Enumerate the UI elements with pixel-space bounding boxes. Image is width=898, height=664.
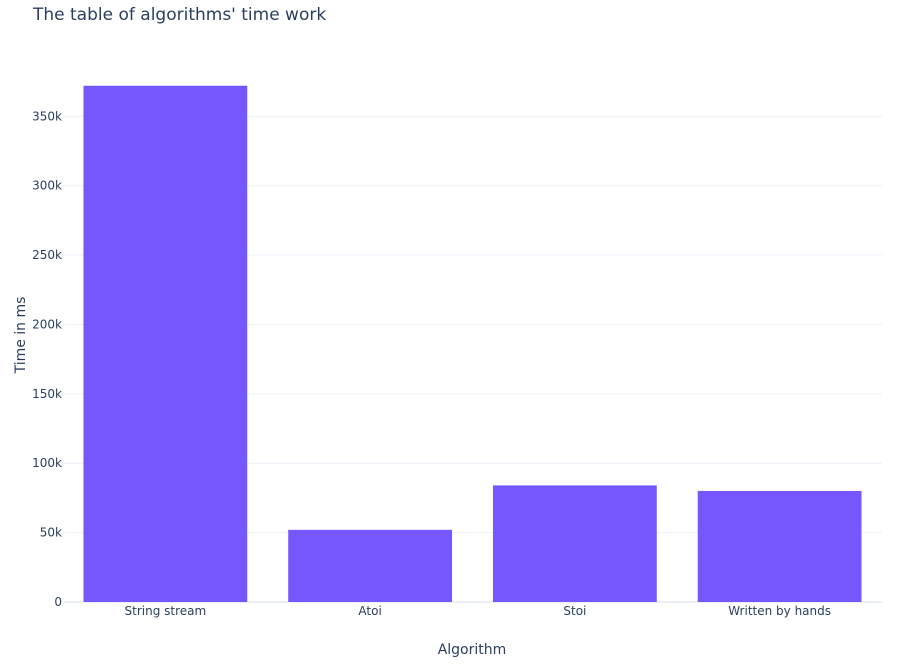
x-tick-label: Stoi [563, 604, 586, 618]
y-axis-title: Time in ms [13, 297, 29, 375]
y-tick-label: 50k [40, 526, 62, 540]
y-tick-label: 100k [32, 456, 62, 470]
bar[interactable] [697, 490, 862, 602]
x-axis-title: Algorithm [438, 642, 507, 658]
bar[interactable] [492, 485, 657, 602]
x-tick-label: Atoi [358, 604, 381, 618]
y-axis-ticks: 0 50k 100k 150k 200k 250k 300k 350k [32, 109, 62, 609]
bar[interactable] [83, 85, 248, 602]
y-tick-label: 350k [32, 109, 62, 123]
x-tick-label: String stream [125, 604, 207, 618]
chart-title: The table of algorithms' time work [32, 5, 326, 25]
bars [83, 85, 862, 602]
y-tick-label: 200k [32, 317, 62, 331]
bar[interactable] [288, 529, 453, 602]
y-tick-label: 250k [32, 248, 62, 262]
y-tick-label: 0 [54, 595, 62, 609]
y-tick-label: 150k [32, 387, 62, 401]
y-tick-label: 300k [32, 179, 62, 193]
x-axis-ticks: String stream Atoi Stoi Written by hands [125, 604, 831, 618]
x-tick-label: Written by hands [728, 604, 831, 618]
